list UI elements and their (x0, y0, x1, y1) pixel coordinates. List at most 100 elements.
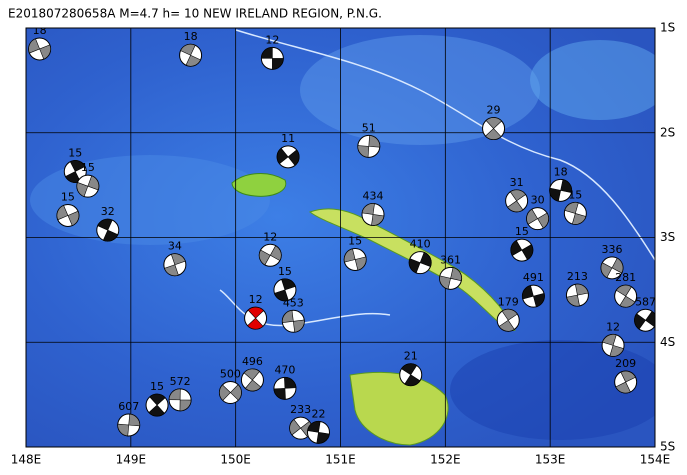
focal-mechanism: 453 (281, 296, 305, 333)
lat-label: 2S (660, 125, 675, 139)
compression-quadrant (247, 306, 265, 330)
compression-quadrant (566, 283, 589, 307)
compression-quadrant (485, 117, 503, 140)
focal-mechanism: 500 (218, 368, 242, 405)
compression-quadrant (522, 285, 545, 308)
depth-label: 30 (531, 194, 545, 207)
compression-quadrant (602, 334, 624, 357)
compression-quadrant (180, 43, 201, 67)
depth-label: 18 (184, 30, 198, 43)
compression-quadrant (564, 202, 587, 225)
bathymetry (530, 40, 655, 120)
compression-quadrant (615, 370, 636, 394)
lon-label: 151E (325, 453, 356, 467)
depth-label: 607 (118, 400, 139, 413)
focal-mechanism: 15 (63, 147, 87, 184)
compression-quadrant (282, 310, 305, 333)
compression-quadrant (361, 203, 385, 226)
depth-label: 500 (220, 368, 241, 381)
compression-quadrant (600, 257, 624, 278)
depth-label: 281 (615, 271, 636, 284)
compression-quadrant (549, 179, 572, 202)
depth-label: 22 (311, 407, 325, 420)
focal-mechanism: 18 (28, 28, 52, 61)
depth-label: 15 (150, 380, 164, 393)
compression-quadrant (343, 248, 367, 271)
focal-mechanism: 15 (76, 161, 100, 198)
depth-label: 18 (554, 165, 568, 178)
depth-label: 15 (515, 225, 529, 238)
island (349, 371, 449, 446)
depth-label: 15 (61, 191, 75, 204)
depth-label: 572 (170, 375, 191, 388)
lat-label: 5S (660, 440, 675, 454)
lon-label: 153E (535, 453, 566, 467)
map-title: E201807280658A M=4.7 h= 10 NEW IRELAND R… (8, 7, 382, 21)
focal-mechanism: 15 (273, 265, 297, 302)
compression-quadrant (168, 388, 192, 412)
compression-quadrant (408, 251, 432, 274)
compression-quadrant (76, 175, 100, 197)
compression-quadrant (219, 384, 242, 401)
lon-label: 148E (11, 453, 42, 467)
bathymetry (450, 340, 655, 440)
focal-mechanism: 21 (399, 350, 423, 387)
compression-quadrant (97, 218, 119, 242)
lon-label: 154E (640, 453, 671, 467)
focal-mechanism: 12 (601, 320, 625, 357)
lon-label: 149E (116, 453, 147, 467)
focal-mechanism: 12 (244, 293, 268, 330)
focal-mechanism: 410 (408, 238, 432, 275)
depth-label: 12 (249, 293, 263, 306)
focal-mechanism: 12 (260, 33, 284, 70)
focal-mechanism: 18 (179, 30, 203, 67)
plate-boundary (235, 29, 655, 261)
compression-quadrant (498, 308, 518, 332)
compression-quadrant (28, 38, 51, 60)
focal-mechanism: 209 (614, 357, 638, 394)
focal-mechanism: 31 (505, 176, 529, 213)
focal-mechanism: 15 (343, 234, 367, 271)
depth-label: 21 (404, 350, 418, 363)
lat-label: 1S (660, 21, 675, 35)
compression-quadrant (164, 253, 186, 276)
compression-quadrant (307, 421, 330, 444)
island (231, 173, 287, 197)
compression-quadrant (56, 204, 80, 227)
focal-mechanism: 51 (357, 121, 381, 158)
depth-label: 15 (81, 161, 95, 174)
focal-mechanism: 587 (634, 295, 655, 332)
depth-label: 491 (523, 271, 544, 284)
focal-mechanism: 572 (168, 375, 192, 412)
focal-mechanism: 22 (306, 407, 330, 444)
compression-quadrant (117, 413, 140, 437)
compression-quadrant (510, 240, 534, 261)
focal-mechanism: 607 (117, 400, 141, 437)
focal-mechanism: 12 (258, 230, 282, 267)
focal-mechanism: 470 (273, 363, 297, 400)
focal-mechanism: 29 (482, 104, 506, 141)
depth-label: 12 (263, 230, 277, 243)
depth-label: 12 (606, 320, 620, 333)
depth-label: 32 (101, 205, 115, 218)
focal-mechanism: 361 (439, 253, 463, 290)
focal-mechanism: 496 (240, 355, 264, 392)
focal-mechanism: 34 (163, 240, 187, 277)
depth-label: 410 (410, 238, 431, 251)
lat-label: 4S (660, 335, 675, 349)
depth-label: 496 (242, 355, 263, 368)
depth-label: 11 (281, 132, 295, 145)
focal-mechanism: 15 (563, 188, 587, 225)
focal-mechanism: 434 (361, 189, 385, 226)
compression-quadrant (401, 363, 421, 386)
depth-label: 15 (348, 234, 362, 247)
focal-mechanism: 281 (614, 271, 638, 308)
compression-quadrant (273, 377, 297, 400)
compression-quadrant (258, 245, 282, 266)
focal-mechanism: 18 (549, 165, 573, 202)
compression-quadrant (276, 147, 300, 166)
compression-quadrant (507, 189, 527, 213)
depth-label: 213 (567, 270, 588, 283)
